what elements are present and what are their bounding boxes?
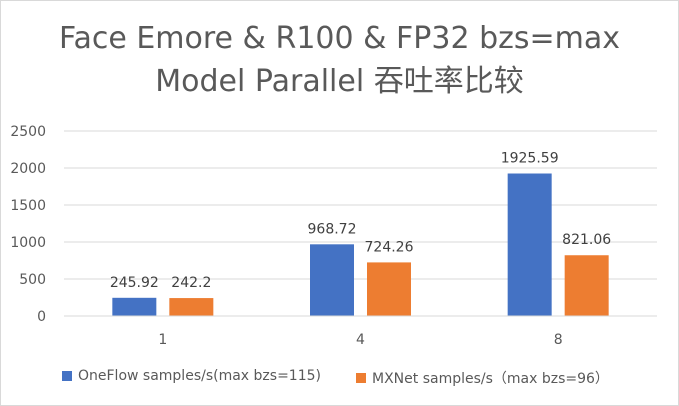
chart-title-line-2: Model Parallel 吞吐率比较 [155,64,524,99]
y-tick-label: 2000 [10,161,46,177]
data-label: 968.72 [308,221,357,237]
y-tick-label: 500 [19,272,46,288]
bar-mxnet [564,255,609,316]
legend-swatch [356,373,366,383]
y-tick-label: 0 [37,309,46,325]
bar-mxnet [367,262,411,316]
x-tick-label: 1 [158,332,167,348]
legend-swatch [62,371,72,381]
legend-label: MXNet samples/s（max bzs=96） [372,371,609,387]
data-label: 242.2 [171,275,211,291]
bar-oneflow [112,297,157,316]
y-tick-label: 2500 [10,124,46,140]
data-label: 1925.59 [501,151,559,167]
legend-item-mxnet: MXNet samples/s（max bzs=96） [356,368,609,388]
chart-legend: OneFlow samples/s(max bzs=115) MXNet samp… [0,368,679,390]
bar-oneflow [507,173,552,316]
bar-mxnet [169,298,214,316]
data-label: 821.06 [562,232,611,248]
y-tick-label: 1500 [10,198,46,214]
legend-item-oneflow: OneFlow samples/s(max bzs=115) [62,368,321,384]
bar-oneflow [310,244,354,316]
data-label: 724.26 [365,239,414,255]
x-tick-label: 8 [554,332,563,348]
chart-title-line-1: Face Emore & R100 & FP32 bzs=max [58,21,621,56]
legend-label: OneFlow samples/s(max bzs=115) [78,368,321,384]
x-tick-label: 4 [356,332,365,348]
y-tick-label: 1000 [10,235,46,251]
data-label: 245.92 [110,275,159,291]
